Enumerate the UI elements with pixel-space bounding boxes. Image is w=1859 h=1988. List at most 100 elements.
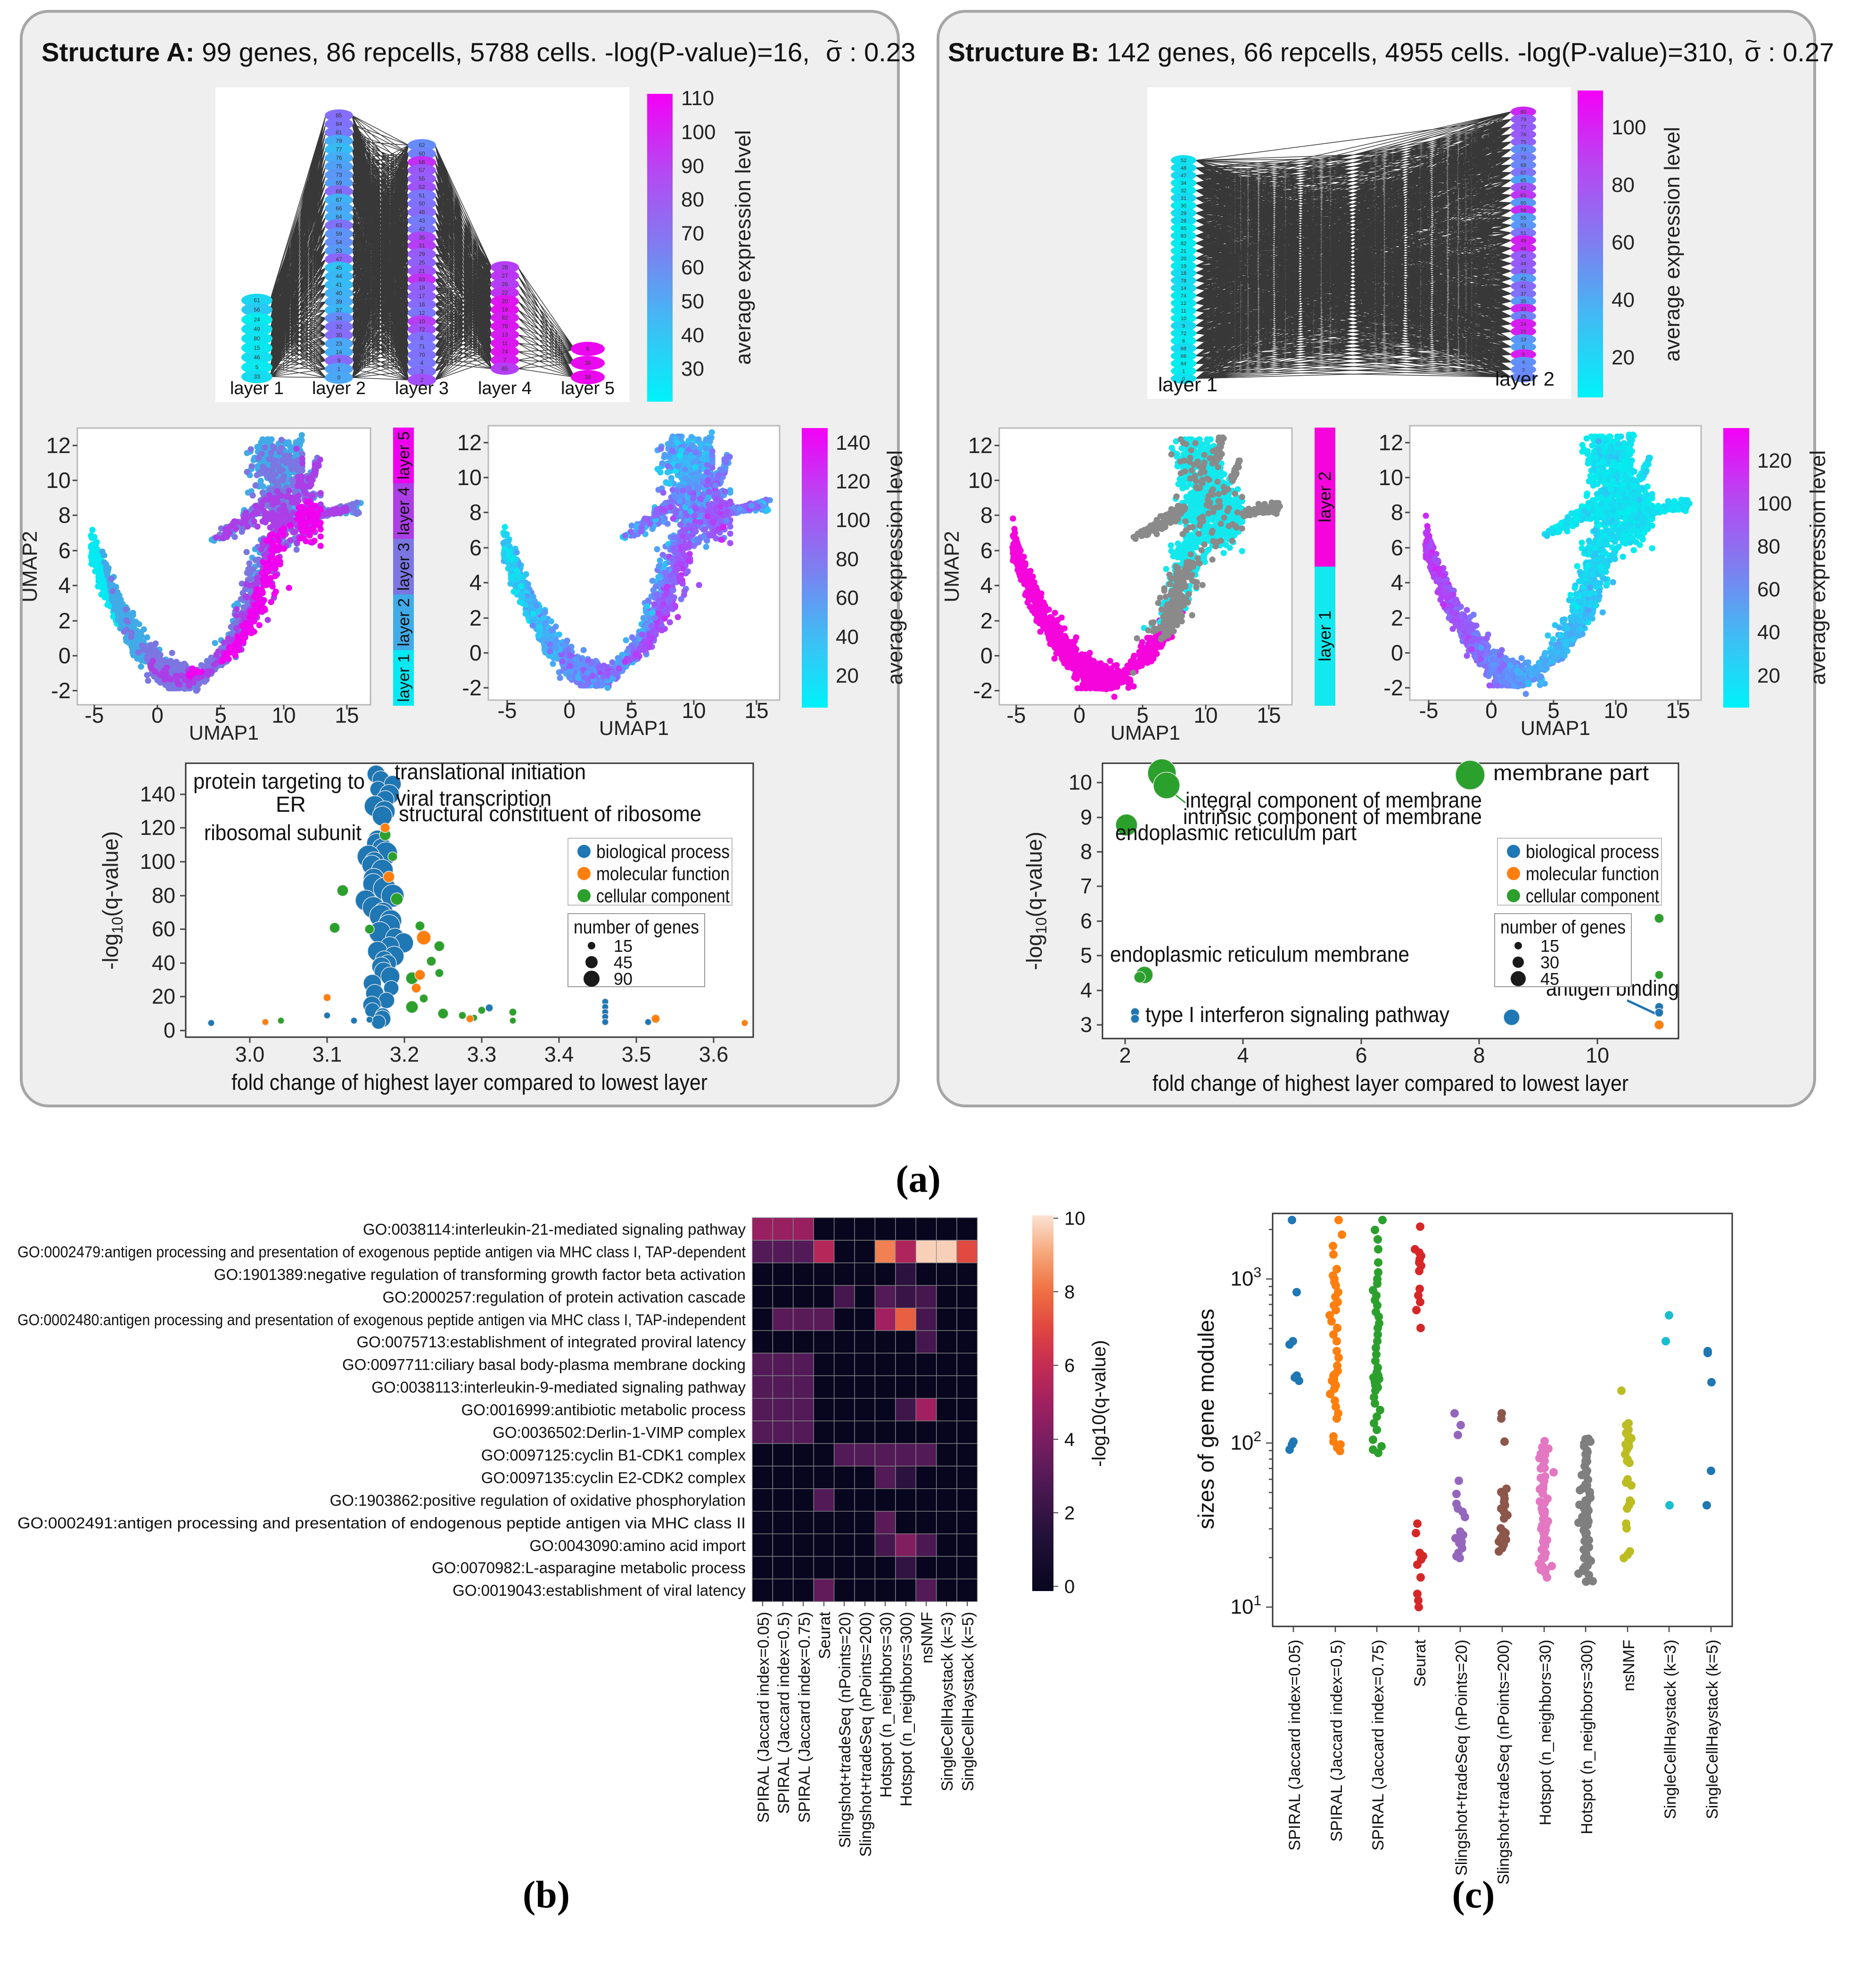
svg-text:11: 11 xyxy=(502,340,508,346)
svg-text:SPIRAL (Jaccard index=0.75): SPIRAL (Jaccard index=0.75) xyxy=(796,1612,814,1823)
svg-text:72: 72 xyxy=(419,326,425,333)
svg-text:SingleCellHaystack (k=3): SingleCellHaystack (k=3) xyxy=(1662,1640,1679,1819)
svg-text:3.1: 3.1 xyxy=(313,1042,342,1066)
svg-text:15: 15 xyxy=(614,936,633,956)
svg-text:10: 10 xyxy=(1379,465,1403,490)
svg-text:120: 120 xyxy=(1757,449,1792,472)
svg-text:nsNMF: nsNMF xyxy=(1620,1640,1638,1691)
svg-text:σ: σ xyxy=(826,37,842,67)
svg-text:58: 58 xyxy=(419,159,425,165)
svg-text:GO:0002491:antigen processing: GO:0002491:antigen processing and presen… xyxy=(17,1514,746,1532)
svg-text:GO:0097125:cyclin B1-CDK1 comp: GO:0097125:cyclin B1-CDK1 complex xyxy=(481,1446,746,1464)
svg-text:Structure B: 142 genes, 66 rep: Structure B: 142 genes, 66 repcells, 495… xyxy=(948,37,1734,67)
svg-text:6: 6 xyxy=(1064,1355,1075,1376)
svg-text:71: 71 xyxy=(419,343,425,350)
svg-text:10: 10 xyxy=(457,465,482,490)
svg-text:layer 4: layer 4 xyxy=(478,379,532,398)
svg-text:cellular component: cellular component xyxy=(1526,886,1659,907)
svg-text:4: 4 xyxy=(1080,978,1092,1002)
svg-text:48: 48 xyxy=(1181,165,1186,171)
svg-text:Slingshot+tradeSeq (nPoints=20: Slingshot+tradeSeq (nPoints=20) xyxy=(836,1612,854,1848)
svg-text:51: 51 xyxy=(1521,231,1526,236)
svg-text:GO:0016999:antibiotic metaboli: GO:0016999:antibiotic metabolic process xyxy=(461,1401,746,1419)
svg-text:29: 29 xyxy=(1181,211,1186,216)
svg-text:layer 3: layer 3 xyxy=(395,543,413,591)
svg-text:11: 11 xyxy=(1181,308,1186,314)
svg-text:76: 76 xyxy=(1521,132,1526,138)
svg-text:79: 79 xyxy=(336,138,342,144)
svg-text:Structure A: 99 genes, 86 repc: Structure A: 99 genes, 86 repcells, 5788… xyxy=(41,37,810,67)
svg-text:15: 15 xyxy=(1540,936,1559,956)
svg-text:layer 2: layer 2 xyxy=(1495,368,1555,390)
svg-text:6: 6 xyxy=(1391,535,1403,560)
svg-text:33: 33 xyxy=(1521,306,1526,312)
svg-text:80: 80 xyxy=(254,335,260,342)
svg-text:30: 30 xyxy=(336,332,342,338)
svg-text:7: 7 xyxy=(503,357,507,363)
svg-text:44: 44 xyxy=(336,273,342,280)
svg-text:55: 55 xyxy=(419,175,425,182)
svg-text:SPIRAL (Jaccard index=0.5): SPIRAL (Jaccard index=0.5) xyxy=(775,1612,793,1814)
svg-text:12: 12 xyxy=(457,430,482,455)
svg-text:3.2: 3.2 xyxy=(390,1042,420,1066)
svg-text:4: 4 xyxy=(980,573,993,598)
svg-text:6: 6 xyxy=(586,346,590,352)
svg-text:42: 42 xyxy=(419,226,425,232)
svg-text:7: 7 xyxy=(1080,874,1092,898)
svg-text:78: 78 xyxy=(1181,278,1186,284)
svg-text:70: 70 xyxy=(419,352,425,358)
svg-text:13: 13 xyxy=(1521,337,1526,343)
svg-text:0: 0 xyxy=(58,643,71,668)
svg-text:12: 12 xyxy=(1181,301,1186,306)
svg-text:80: 80 xyxy=(1521,109,1526,115)
svg-text:GO:1903862:positive regulation: GO:1903862:positive regulation of oxidat… xyxy=(330,1492,746,1509)
svg-text:80: 80 xyxy=(1757,535,1780,558)
svg-text:52: 52 xyxy=(419,184,425,190)
svg-text:65: 65 xyxy=(502,365,508,372)
svg-text:2: 2 xyxy=(1064,1503,1075,1524)
svg-text:28: 28 xyxy=(1181,218,1186,224)
svg-text:layer 5: layer 5 xyxy=(395,431,413,479)
svg-text:60: 60 xyxy=(419,150,425,157)
svg-text:45: 45 xyxy=(336,264,342,271)
svg-text:GO:0097135:cyclin E2-CDK2 comp: GO:0097135:cyclin E2-CDK2 complex xyxy=(481,1469,746,1486)
svg-text:19: 19 xyxy=(1181,264,1186,269)
svg-text:20: 20 xyxy=(502,298,508,305)
svg-text:6: 6 xyxy=(58,538,71,563)
svg-text:5: 5 xyxy=(1080,943,1092,967)
svg-text:0: 0 xyxy=(164,1018,175,1042)
svg-text:Slingshot+tradeSeq (nPoints=20: Slingshot+tradeSeq (nPoints=20) xyxy=(1453,1640,1471,1876)
svg-text:13: 13 xyxy=(502,331,508,338)
svg-text:layer 5: layer 5 xyxy=(561,379,615,398)
svg-text:65: 65 xyxy=(1521,178,1526,183)
svg-text:3.5: 3.5 xyxy=(622,1042,651,1066)
svg-text:0: 0 xyxy=(469,640,482,665)
svg-text:69: 69 xyxy=(336,180,342,186)
svg-text:41: 41 xyxy=(1521,284,1526,289)
svg-text:biological process: biological process xyxy=(596,841,730,862)
svg-text:60: 60 xyxy=(1521,200,1526,206)
svg-text:80: 80 xyxy=(836,548,859,571)
svg-text:intrinsic component of membran: intrinsic component of membrane xyxy=(1183,804,1482,829)
svg-text:100: 100 xyxy=(1612,116,1646,139)
svg-text:8: 8 xyxy=(1522,345,1525,350)
svg-text:4: 4 xyxy=(1064,1429,1075,1450)
svg-text:GO:0075713:establishment of in: GO:0075713:establishment of integrated p… xyxy=(357,1333,746,1351)
svg-text:layer 2: layer 2 xyxy=(312,379,366,398)
svg-text:3: 3 xyxy=(1522,367,1525,373)
svg-text:GO:0038113:interleukin-9-media: GO:0038113:interleukin-9-mediated signal… xyxy=(371,1378,746,1396)
svg-text:endoplasmic reticulum part: endoplasmic reticulum part xyxy=(1115,820,1357,845)
svg-text:80: 80 xyxy=(681,188,704,211)
svg-text:SPIRAL (Jaccard index=0.05): SPIRAL (Jaccard index=0.05) xyxy=(1286,1640,1304,1851)
svg-text:number of genes: number of genes xyxy=(574,917,699,938)
svg-text:Seurat: Seurat xyxy=(1411,1639,1429,1687)
svg-text:85: 85 xyxy=(1181,226,1186,231)
svg-text:5: 5 xyxy=(1522,352,1525,358)
svg-text:protein targeting to: protein targeting to xyxy=(193,769,365,793)
svg-text:90: 90 xyxy=(614,969,633,989)
svg-text:-2: -2 xyxy=(1383,675,1403,700)
svg-text:64: 64 xyxy=(1181,361,1186,367)
svg-text:: 0.23: : 0.23 xyxy=(849,37,915,67)
svg-text:12: 12 xyxy=(419,310,425,316)
svg-text:GO:0038114:interleukin-21-medi: GO:0038114:interleukin-21-mediated signa… xyxy=(363,1221,746,1238)
